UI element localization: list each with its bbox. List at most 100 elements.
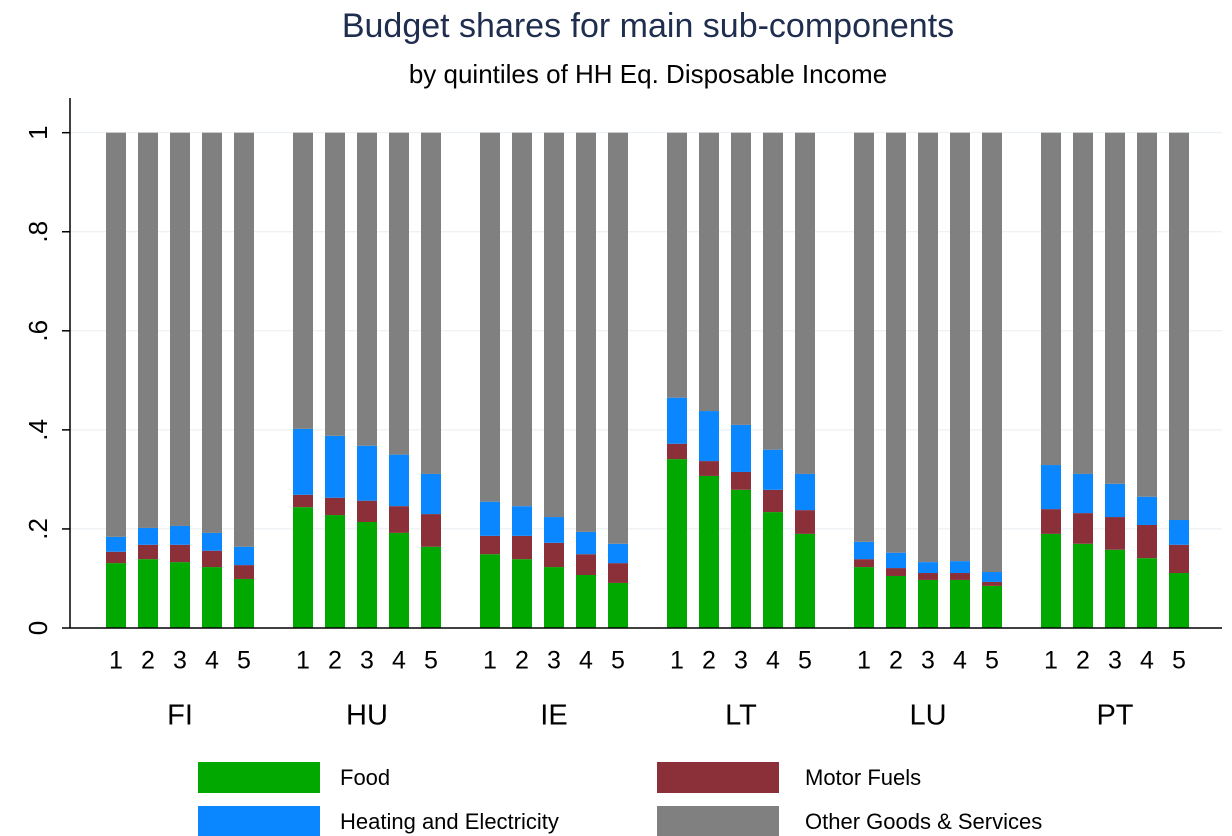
bar-segment [389, 532, 409, 628]
bar-segment [667, 443, 687, 460]
y-tick-label: 0 [23, 621, 53, 635]
bar-segment [1073, 473, 1093, 514]
bar-segment [886, 552, 906, 569]
bar-segment [1073, 132, 1093, 474]
bar-segment [982, 572, 1002, 582]
bar-segment [389, 132, 409, 455]
legend-swatch [657, 806, 779, 836]
bar-segment [1105, 483, 1125, 518]
x-tick-label: 1 [109, 647, 123, 675]
bar-segment [106, 132, 126, 537]
bar-segment [1041, 132, 1061, 466]
x-tick-label: 3 [921, 647, 935, 675]
legend-label: Motor Fuels [805, 765, 921, 790]
bar-segment [1105, 517, 1125, 550]
group-label: HU [346, 700, 388, 732]
bar-segment [234, 546, 254, 566]
bar-segment [1105, 549, 1125, 628]
bar-segment [731, 471, 751, 490]
x-tick-label: 4 [953, 647, 967, 675]
bar-segment [918, 132, 938, 563]
x-tick-label: 1 [857, 647, 871, 675]
bar-segment [576, 575, 596, 628]
bar-segment [138, 544, 158, 560]
bar-segment [421, 546, 441, 628]
x-tick-label: 5 [985, 647, 999, 675]
x-tick-label: 5 [611, 647, 625, 675]
bar-segment [918, 562, 938, 574]
bar-segment [950, 561, 970, 574]
x-tick-label: 3 [173, 647, 187, 675]
bar-segment [512, 559, 532, 628]
bar-segment [950, 579, 970, 628]
bar-segment [608, 132, 628, 544]
bar-segment [421, 132, 441, 474]
bar-segment [421, 473, 441, 515]
bar-segment [1169, 520, 1189, 545]
bar-segment [202, 132, 222, 533]
x-tick-label: 2 [889, 647, 903, 675]
bar-segment [293, 428, 313, 495]
bar-segment [795, 132, 815, 474]
bar-segment [325, 435, 345, 498]
bar-segment [106, 536, 126, 552]
bar-segment [886, 568, 906, 576]
bar-segment [854, 132, 874, 542]
x-tick-label: 5 [1172, 647, 1186, 675]
bar-segment [1041, 465, 1061, 510]
bar-segment [854, 541, 874, 560]
legend-swatch [198, 762, 320, 793]
bar-segment [138, 559, 158, 628]
x-tick-label: 1 [296, 647, 310, 675]
bar-segment [886, 575, 906, 628]
bar-segment [544, 517, 564, 543]
bar-segment [763, 449, 783, 490]
bar-segment [699, 411, 719, 462]
group-label: FI [167, 700, 193, 732]
x-tick-label: 4 [766, 647, 780, 675]
x-tick-label: 2 [702, 647, 716, 675]
x-tick-label: 5 [237, 647, 251, 675]
bar-segment [421, 514, 441, 547]
x-tick-label: 4 [1140, 647, 1154, 675]
group-label: PT [1096, 700, 1133, 732]
bar-segment [170, 562, 190, 628]
bar-segment [138, 132, 158, 528]
bar-segment [667, 132, 687, 398]
bar-segment [1169, 132, 1189, 521]
x-tick-label: 5 [798, 647, 812, 675]
bar-segment [731, 489, 751, 628]
bar-segment [982, 585, 1002, 628]
bar-segment [854, 567, 874, 628]
bar-segment [1041, 533, 1061, 628]
bar-segment [982, 581, 1002, 586]
bar-segment [731, 132, 751, 425]
bar-segment [795, 533, 815, 628]
y-tick-label: .6 [23, 320, 53, 342]
group-label: LU [909, 700, 946, 732]
bar-segment [293, 494, 313, 508]
bar-segment [357, 445, 377, 501]
bar-segment [234, 565, 254, 579]
x-tick-label: 1 [483, 647, 497, 675]
x-tick-label: 4 [205, 647, 219, 675]
bar-segment [763, 512, 783, 628]
x-tick-label: 2 [1076, 647, 1090, 675]
legend-label: Heating and Electricity [340, 809, 559, 834]
bar-segment [234, 578, 254, 628]
bar-segment [1137, 132, 1157, 497]
x-tick-label: 2 [515, 647, 529, 675]
legend-swatch [198, 806, 320, 836]
bar-segment [389, 506, 409, 533]
bar-segment [731, 424, 751, 472]
legend-swatch [657, 762, 779, 793]
bar-segment [1169, 544, 1189, 574]
bar-segment [1073, 543, 1093, 628]
x-tick-label: 3 [360, 647, 374, 675]
y-tick-label: .4 [23, 419, 53, 441]
bar-segment [480, 554, 500, 628]
bar-segment [106, 551, 126, 564]
x-tick-label: 1 [670, 647, 684, 675]
bar-segment [170, 132, 190, 526]
